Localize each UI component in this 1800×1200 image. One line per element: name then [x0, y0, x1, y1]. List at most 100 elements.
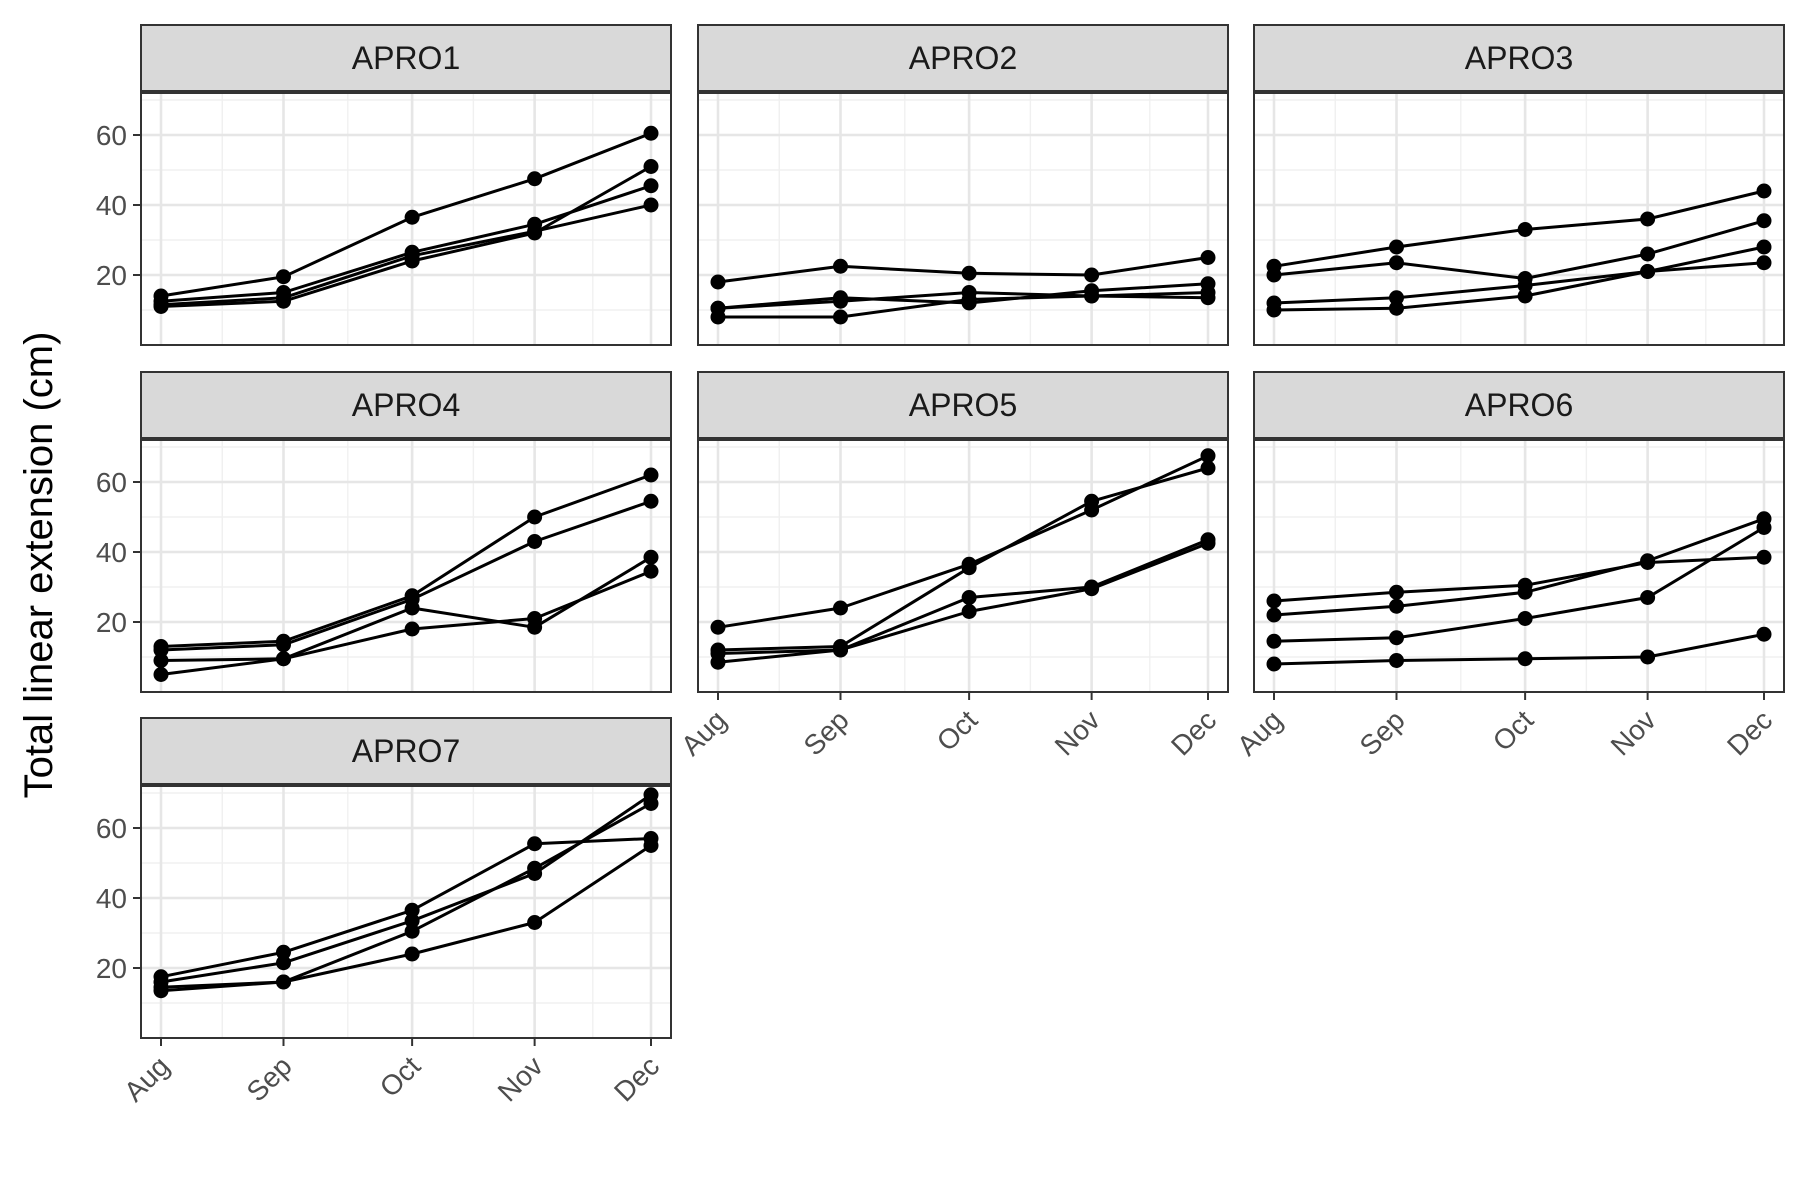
data-point	[1640, 553, 1656, 569]
y-tick-label: 60	[96, 467, 127, 498]
x-tick-label: Nov	[1049, 704, 1106, 761]
data-point	[1640, 211, 1656, 227]
facet-strip-label: APRO5	[909, 387, 1017, 423]
plot-border	[140, 439, 672, 693]
data-point	[153, 642, 169, 658]
facet-strip-label: APRO7	[352, 733, 460, 769]
data-point	[1200, 285, 1216, 300]
data-point	[276, 290, 291, 306]
facet-panel-apro6: APRO6 Aug Sep Oct Nov Dec	[1231, 371, 1785, 761]
facet-panel-apro3: APRO3	[1253, 24, 1785, 346]
data-point	[276, 944, 291, 960]
data-point	[643, 178, 659, 194]
data-point	[643, 125, 659, 141]
y-tick-label: 40	[96, 537, 127, 568]
data-point	[404, 600, 420, 616]
data-point	[153, 667, 169, 682]
data-point	[276, 269, 291, 285]
y-tick-label: 60	[96, 813, 127, 844]
data-point	[1756, 183, 1772, 199]
data-point	[404, 913, 420, 929]
data-point	[404, 248, 420, 264]
data-point	[1084, 581, 1100, 597]
y-tick-label: 20	[96, 260, 127, 291]
data-point	[961, 285, 977, 300]
facet-panel-apro1: APRO1 20 40 60	[96, 24, 672, 346]
data-point	[1266, 267, 1282, 283]
data-point	[276, 637, 291, 653]
data-point	[1756, 255, 1772, 271]
data-point	[1389, 255, 1404, 271]
data-point	[527, 509, 543, 525]
data-point	[710, 654, 726, 670]
data-point	[276, 974, 291, 990]
data-point	[404, 621, 420, 637]
x-tick-label: Aug	[1231, 704, 1288, 761]
facet-strip-label: APRO3	[1465, 40, 1573, 76]
x-tick-label: Nov	[492, 1050, 549, 1107]
facet-strip-label: APRO1	[352, 40, 460, 76]
data-point	[276, 651, 291, 667]
y-tick-label: 40	[96, 190, 127, 221]
x-tick-label: Aug	[118, 1050, 175, 1107]
facet-panel-apro4: APRO4 20 40 60	[96, 371, 672, 693]
data-point	[1389, 239, 1404, 255]
facet-strip	[697, 24, 1229, 92]
data-point	[153, 653, 169, 668]
data-point	[1756, 626, 1772, 642]
plot-border	[1253, 92, 1785, 346]
data-point	[153, 297, 169, 313]
x-tick-label: Aug	[675, 704, 732, 761]
plot-border	[697, 439, 1229, 693]
x-tick-label: Sep	[1354, 704, 1411, 761]
x-tick-label: Nov	[1605, 704, 1662, 761]
x-tick-label: Dec	[1721, 704, 1778, 761]
data-point	[1266, 302, 1282, 318]
facet-strip	[140, 371, 672, 439]
data-point	[1084, 493, 1100, 509]
data-point	[1084, 267, 1100, 283]
data-point	[527, 171, 543, 187]
y-axis-title: Total linear extension (cm)	[17, 332, 61, 799]
data-point	[1756, 239, 1772, 255]
data-point	[961, 604, 977, 619]
data-point	[710, 300, 726, 316]
plot-background	[1254, 93, 1784, 345]
data-point	[643, 467, 659, 483]
data-point	[1517, 651, 1533, 667]
data-point	[527, 860, 543, 876]
y-tick-label: 20	[96, 953, 127, 984]
data-point	[1389, 630, 1404, 646]
data-point	[1517, 288, 1533, 304]
data-point	[1640, 590, 1656, 605]
data-point	[833, 642, 848, 658]
data-point	[527, 611, 543, 626]
x-tick-label: Dec	[1165, 704, 1222, 761]
x-tick-label: Oct	[374, 1050, 427, 1103]
plot-background	[141, 440, 671, 692]
data-point	[961, 560, 977, 576]
data-point	[527, 223, 543, 239]
x-tick-label: Oct	[1487, 704, 1540, 757]
data-point	[1389, 300, 1404, 316]
data-point	[1756, 549, 1772, 565]
data-point	[833, 309, 848, 325]
data-point	[1756, 213, 1772, 229]
data-point	[643, 796, 659, 811]
x-tick-label: Sep	[241, 1050, 298, 1107]
data-point	[1640, 246, 1656, 262]
data-point	[1389, 584, 1404, 600]
plot-border	[140, 92, 672, 346]
data-point	[1389, 653, 1404, 668]
data-point	[833, 293, 848, 309]
data-point	[833, 258, 848, 274]
data-point	[1517, 611, 1533, 626]
facet-strip-label: APRO2	[909, 40, 1017, 76]
data-point	[643, 493, 659, 509]
data-point	[1756, 520, 1772, 535]
data-point	[527, 534, 543, 549]
plot-border	[1253, 439, 1785, 693]
y-tick-label: 40	[96, 883, 127, 914]
x-tick-label: Sep	[798, 704, 855, 761]
data-point	[643, 549, 659, 565]
